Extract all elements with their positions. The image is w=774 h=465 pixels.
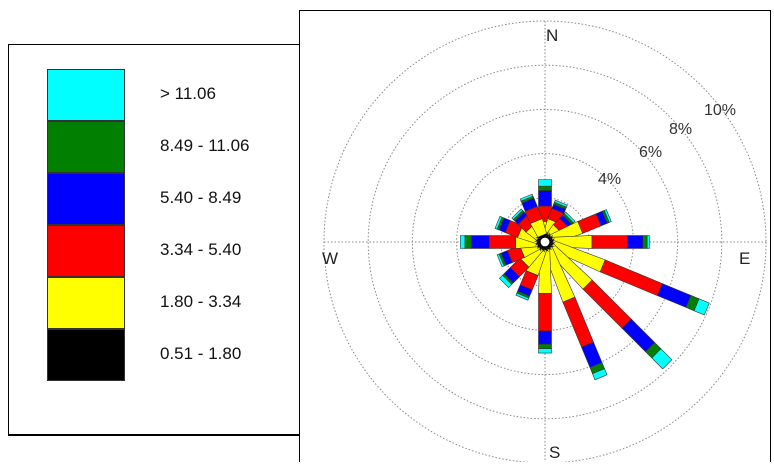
center-hub: [539, 236, 551, 248]
petal-segment: [603, 209, 612, 223]
petal-segment: [592, 368, 608, 381]
petal-segment: [642, 235, 648, 249]
legend-swatch: [47, 173, 125, 225]
direction-label-s: S: [549, 443, 560, 462]
petal-segment: [646, 235, 650, 249]
legend-item: 5.40 - 8.49: [47, 173, 287, 225]
petal-segment: [538, 179, 552, 187]
ring-label: 4%: [598, 171, 621, 188]
legend-swatch: [47, 225, 125, 277]
petal-segment: [599, 259, 663, 296]
petals: [460, 179, 710, 381]
direction-label-n: N: [546, 26, 558, 45]
petal-segment: [538, 185, 552, 191]
petal-segment: [511, 208, 524, 221]
petal-segment: [562, 296, 594, 348]
grid-ring: [367, 64, 723, 420]
petal-segment: [591, 235, 628, 249]
legend-item: 1.80 - 3.34: [47, 277, 287, 329]
legend-label: 1.80 - 3.34: [160, 292, 242, 311]
petal-segment: [538, 348, 552, 354]
petal-segment: [538, 343, 552, 350]
direction-label-w: W: [322, 249, 338, 268]
legend-label: 0.51 - 1.80: [160, 344, 242, 363]
petal-segment: [538, 293, 552, 332]
petal-segment: [538, 330, 552, 345]
legend-swatch: [47, 121, 125, 173]
petal-segment: [582, 279, 632, 329]
legend-label: 3.34 - 5.40: [160, 240, 242, 259]
legend-swatch: [47, 69, 125, 121]
petal-segment: [563, 211, 576, 224]
legend-label: 8.49 - 11.06: [160, 136, 250, 155]
ring-label: 10%: [704, 102, 736, 119]
petal-segment: [515, 292, 530, 301]
petal-segment: [538, 190, 552, 207]
legend-item: 8.49 - 11.06: [47, 121, 287, 173]
petal-segment: [496, 253, 505, 268]
petal-segment: [471, 235, 490, 249]
petal-segment: [498, 274, 513, 289]
petal-segment: [494, 215, 503, 230]
wind-rose-panel: N E S W 4% 6% 8% 10%: [299, 10, 771, 462]
legend-panel: > 11.06 8.49 - 11.06 5.40 - 8.49 3.34 - …: [8, 44, 299, 436]
petal-segment: [553, 199, 568, 208]
labels: N E S W 4% 6% 8% 10%: [322, 26, 750, 462]
legend-label: > 11.06: [160, 84, 216, 103]
petal-segment: [464, 235, 472, 249]
petal-segment: [488, 235, 516, 249]
legend-swatch: [47, 329, 125, 381]
petal-segment: [651, 348, 673, 370]
petal-segment: [693, 298, 710, 316]
petal-segment: [627, 235, 644, 249]
ring-label: 6%: [639, 144, 662, 161]
legend-item: 3.34 - 5.40: [47, 225, 287, 277]
legend-item: 0.51 - 1.80: [47, 329, 287, 381]
wind-rose-chart: N E S W 4% 6% 8% 10%: [322, 20, 767, 462]
legend-label: 5.40 - 8.49: [160, 188, 242, 207]
ring-label: 8%: [669, 121, 692, 138]
legend-item: > 11.06: [47, 69, 287, 121]
direction-label-e: E: [739, 249, 750, 268]
legend-swatch: [47, 277, 125, 329]
petal-segment: [519, 193, 534, 202]
petal-segment: [460, 235, 466, 249]
